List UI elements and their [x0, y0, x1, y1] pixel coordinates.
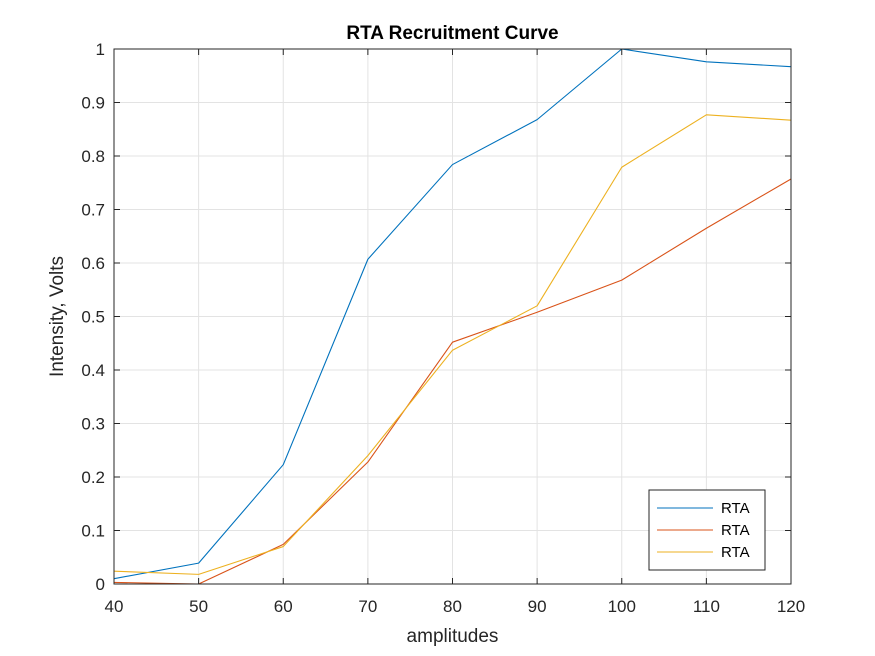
y-tick-label: 0.3 — [81, 415, 105, 434]
y-tick-label: 0.9 — [81, 94, 105, 113]
legend-entry-1: RTA — [721, 500, 750, 517]
y-tick-label: 1 — [96, 40, 105, 59]
x-tick-label: 90 — [528, 597, 547, 616]
x-tick-label: 80 — [443, 597, 462, 616]
y-tick-label: 0.5 — [81, 308, 105, 327]
x-axis-label: amplitudes — [407, 626, 499, 647]
x-tick-label: 40 — [105, 597, 124, 616]
y-tick-label: 0 — [96, 575, 105, 594]
x-tick-label: 60 — [274, 597, 293, 616]
y-tick-label: 0.7 — [81, 201, 105, 220]
axes — [113, 48, 792, 585]
legend: RTA RTA RTA — [648, 489, 766, 571]
tick-labels: 40 50 60 70 80 90 100 110 120 0 0.1 0.2 0.3 0.4 0.5 0.6… — [81, 40, 805, 616]
y-tick-label: 0.8 — [81, 147, 105, 166]
y-tick-label: 0.4 — [81, 361, 105, 380]
y-tick-label: 0.6 — [81, 254, 105, 273]
y-tick-label: 0.2 — [81, 468, 105, 487]
x-tick-label: 110 — [693, 597, 720, 616]
x-tick-label: 100 — [608, 597, 636, 616]
legend-entry-2: RTA — [721, 522, 750, 539]
series-lines — [113, 48, 792, 585]
chart-title: RTA Recruitment Curve — [346, 23, 558, 44]
x-tick-label: 50 — [189, 597, 208, 616]
y-tick-label: 0.1 — [81, 522, 105, 541]
x-tick-label: 120 — [777, 597, 805, 616]
x-tick-label: 70 — [358, 597, 377, 616]
y-axis-label: Intensity, Volts — [47, 256, 68, 377]
legend-entry-3: RTA — [721, 544, 750, 561]
